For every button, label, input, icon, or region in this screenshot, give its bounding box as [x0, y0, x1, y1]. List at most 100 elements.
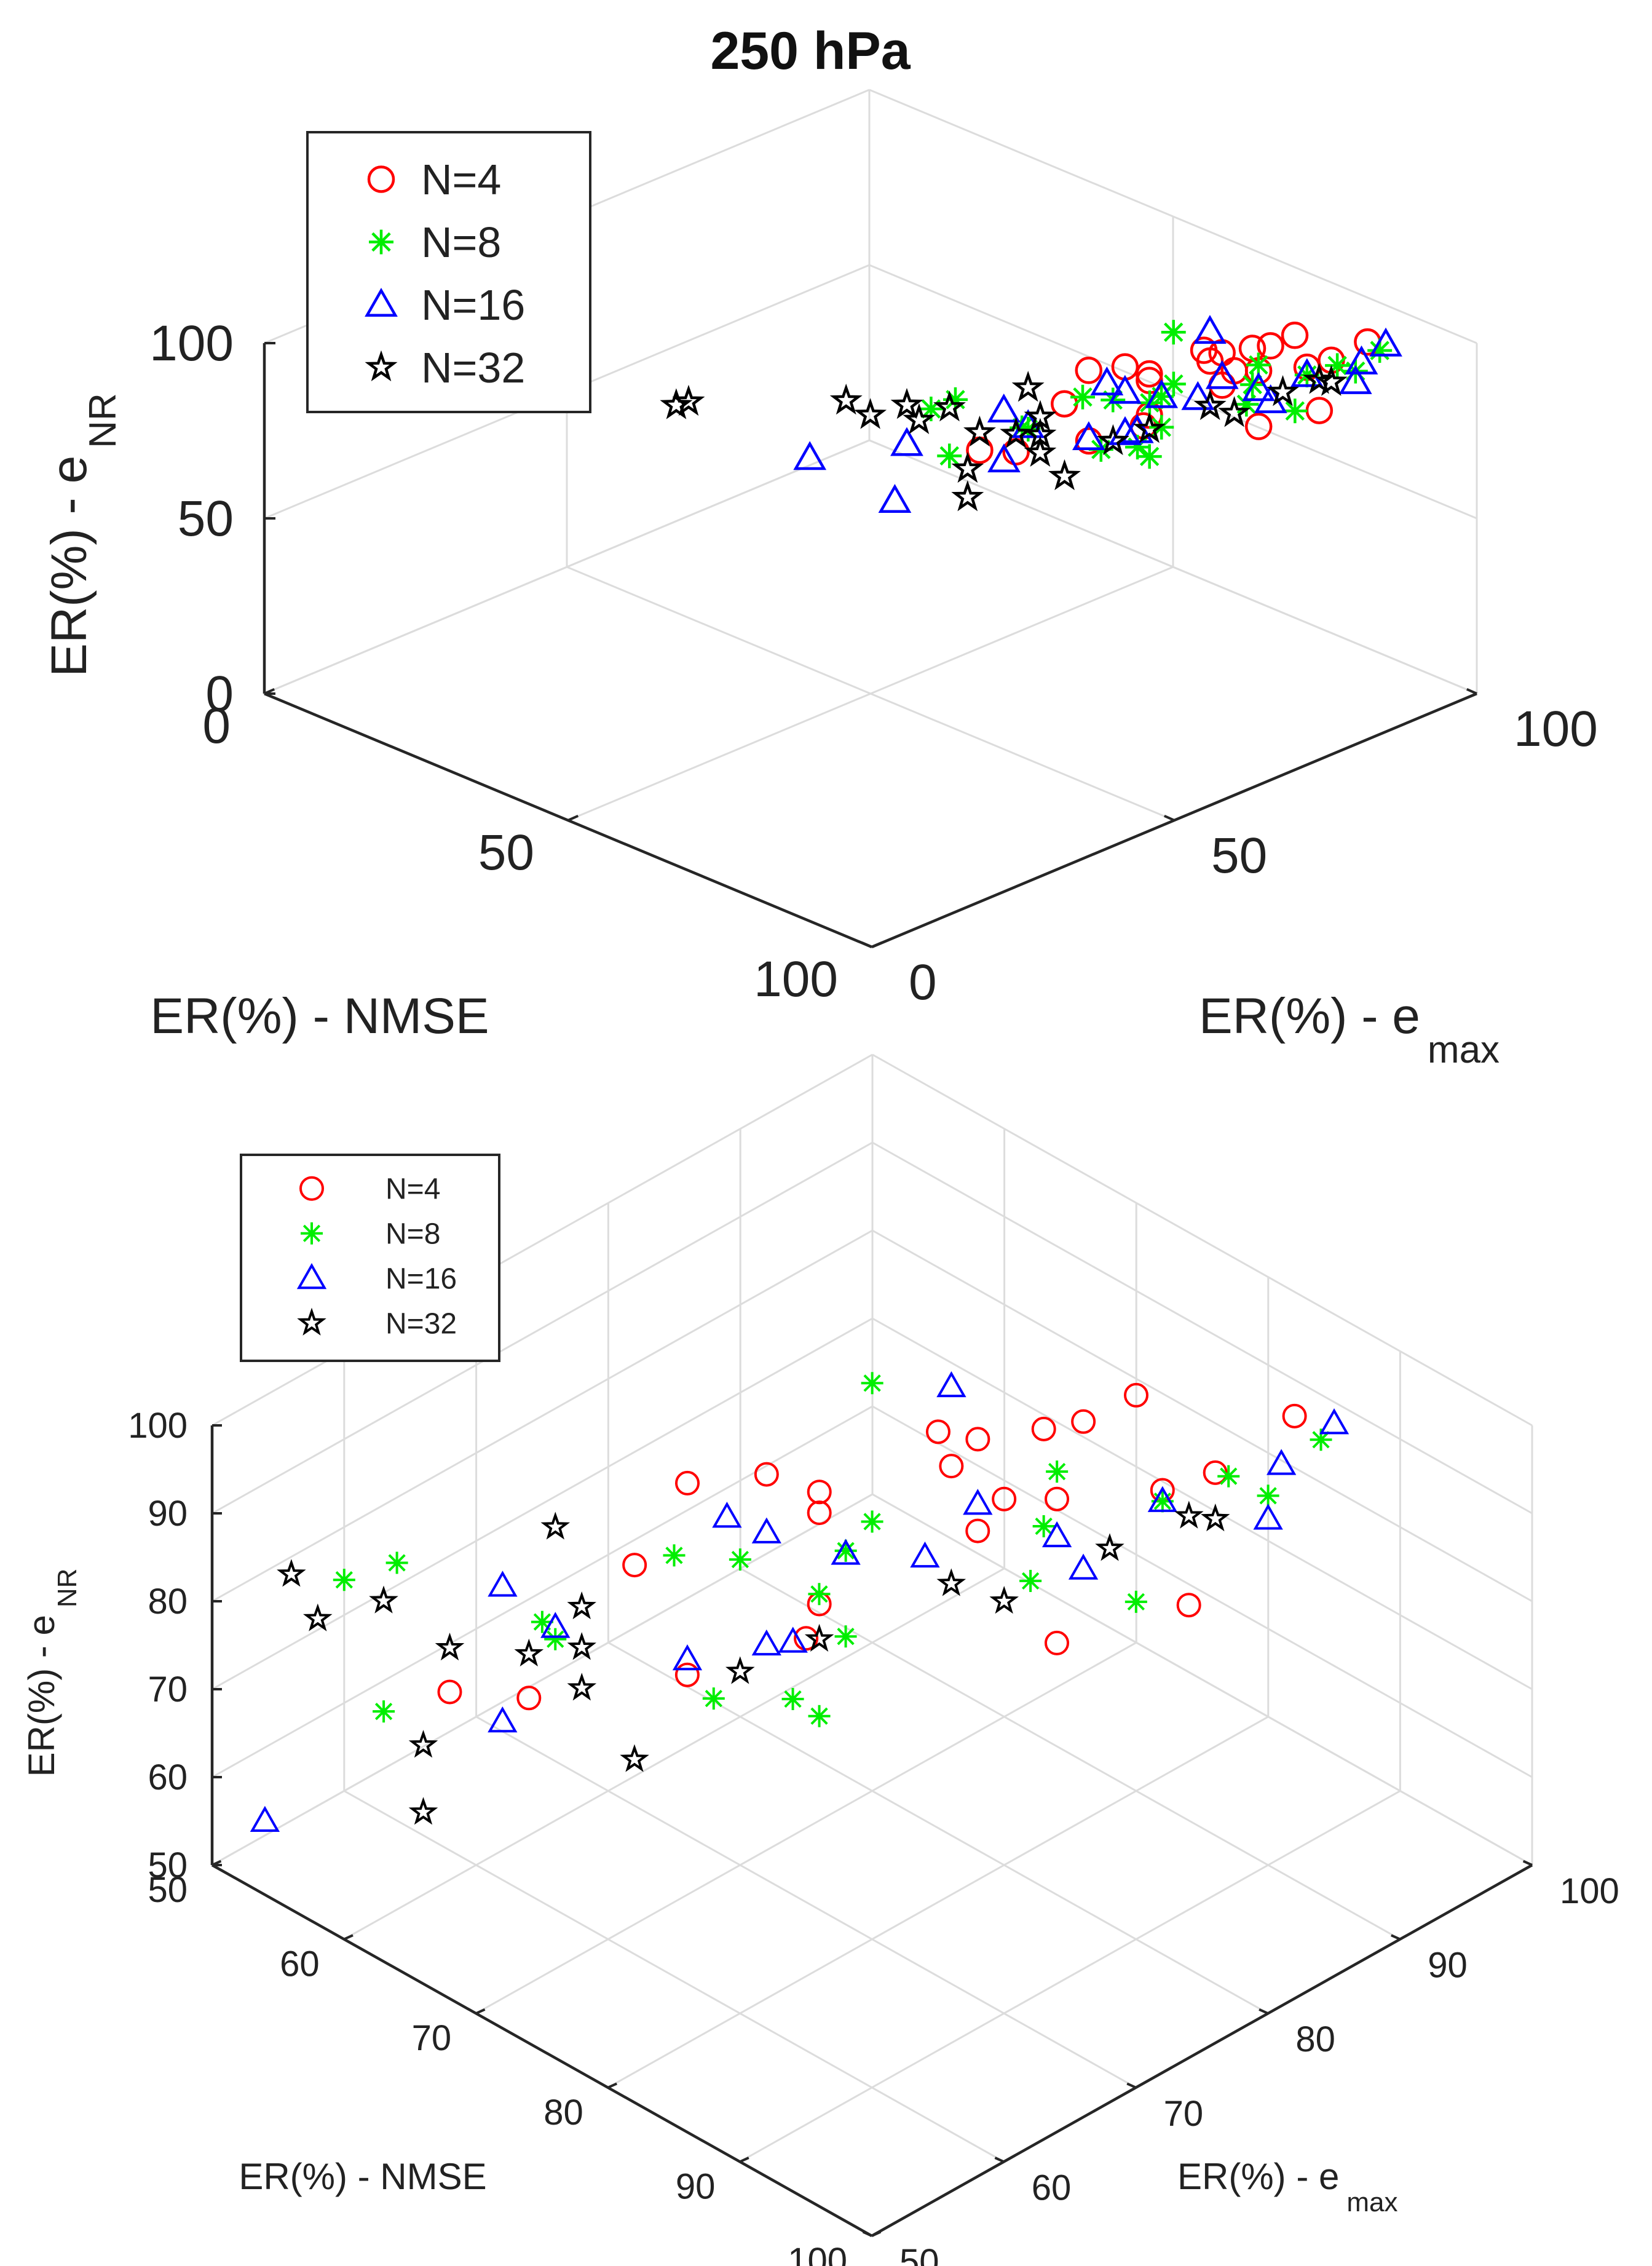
data-point-n-16	[963, 1489, 993, 1515]
grid-line	[872, 1141, 1533, 1515]
legend-marker-n-16	[296, 1263, 327, 1289]
legend-marker-n-4	[299, 1176, 324, 1201]
data-point-n-32	[1201, 1503, 1230, 1532]
data-point-n-16	[488, 1706, 518, 1733]
data-point-n-4	[965, 1518, 990, 1543]
tick-labels: 50 60 70 80 90 100 50 60 70 80 90 100 50 60 70 80 90 100	[128, 1406, 1619, 2266]
data-point-n-16	[936, 1371, 966, 1398]
data-point-n-8	[1019, 1569, 1042, 1592]
data-point-n-4	[1045, 1486, 1070, 1511]
y-tick-label: 50	[899, 2242, 939, 2266]
grid-line	[344, 1790, 1005, 2163]
data-point-n-32	[1218, 396, 1251, 427]
data-point-n-16	[712, 1502, 742, 1528]
z-tick-label: 70	[148, 1670, 188, 1709]
data-point-n-8	[834, 1539, 857, 1562]
data-point-n-32	[1024, 435, 1057, 467]
axes	[210, 1425, 1533, 2237]
legend-box	[240, 1154, 500, 1362]
data-point-n-8	[1161, 320, 1186, 345]
grid-line	[211, 1493, 873, 1866]
grid-line	[869, 89, 1477, 344]
data-point-n-8	[1149, 414, 1174, 440]
data-point-n-8	[861, 1510, 883, 1533]
data-point-n-16	[751, 1517, 782, 1543]
data-point-n-4	[1176, 1593, 1201, 1618]
grid-line	[739, 1790, 1401, 2163]
data-point-n-32	[369, 1585, 398, 1614]
y-tick-label: 80	[1295, 2019, 1335, 2059]
data-point-n-32	[435, 1633, 465, 1661]
legend-label: N=16	[421, 281, 525, 329]
data-point-n-4	[965, 1427, 990, 1452]
data-point-n-8	[1046, 1460, 1069, 1483]
data-point-n-4	[1045, 1630, 1069, 1655]
data-point-n-16	[1319, 1408, 1350, 1435]
legend-label: N=4	[385, 1173, 440, 1206]
grid-line	[872, 1317, 1533, 1690]
x-tick	[607, 2082, 618, 2089]
z-axis-label: ER(%) - e NR	[21, 1569, 82, 1777]
data-point-n-4	[992, 1486, 1017, 1511]
data-point-n-32	[1314, 365, 1348, 396]
data-point-n-8	[702, 1687, 725, 1710]
y-tick	[861, 941, 872, 948]
grid-line	[566, 566, 1175, 822]
legend-label: N=8	[421, 218, 501, 266]
legend-marker-n-32	[297, 1307, 326, 1336]
data-point-n-4	[966, 436, 994, 464]
y-tick-label: 100	[1560, 1871, 1619, 1911]
y-tick-label: 100	[1514, 701, 1598, 757]
x-tick	[343, 1934, 354, 1941]
data-point-n-16	[672, 1644, 703, 1671]
z-tick-label: 100	[128, 1406, 188, 1446]
data-point-n-4	[1281, 322, 1309, 349]
data-point-n-32	[804, 1623, 834, 1652]
data-point-n-32	[302, 1603, 333, 1631]
grid-line	[211, 1229, 873, 1602]
data-point-n-4	[1190, 336, 1218, 364]
data-point-n-4	[1071, 1409, 1096, 1434]
z-tick-label: 50	[148, 1845, 188, 1885]
data-point-n-32	[1266, 374, 1300, 406]
x-tick	[871, 941, 883, 948]
data-point-n-4	[1282, 1403, 1307, 1428]
data-point-n-8	[729, 1548, 751, 1571]
y-axis-line	[871, 1864, 1533, 2237]
data-point-n-16	[1181, 381, 1215, 410]
y-tick	[994, 2157, 1005, 2163]
data-point-n-32	[1048, 459, 1081, 491]
data-point-n-16	[987, 394, 1021, 423]
data-point-n-16	[1345, 345, 1378, 374]
z-axis-label-sub: NR	[52, 1569, 82, 1608]
data-point-n-16	[1267, 1449, 1297, 1475]
data-point-n-16	[1369, 327, 1402, 357]
data-point-n-16	[1242, 372, 1275, 402]
data-point-n-8	[861, 1372, 883, 1395]
legend-label: N=32	[385, 1308, 457, 1341]
data-point-n-16	[831, 1539, 861, 1565]
data-point-n-32	[540, 1511, 571, 1540]
z-tick-label: 80	[148, 1582, 188, 1622]
y-tick-label: 70	[1164, 2094, 1204, 2134]
data-point-n-16	[1072, 421, 1105, 451]
z-axis-label-main: ER(%) - e	[41, 456, 97, 677]
x-tick-label: 100	[754, 951, 838, 1007]
data-point-n-32	[725, 1656, 755, 1684]
data-point-n-32	[408, 1797, 438, 1825]
grid-line	[211, 1141, 873, 1515]
data-point-n-32	[1193, 389, 1227, 421]
data-point-n-4	[1051, 390, 1078, 418]
data-point-n-32	[567, 1632, 596, 1660]
data-point-n-4	[1244, 413, 1273, 440]
data-point-n-16	[250, 1805, 280, 1832]
data-point-n-16	[1205, 360, 1239, 389]
data-point-n-16	[751, 1629, 781, 1656]
grid-line	[343, 1567, 1005, 1940]
data-point-n-8	[1257, 1484, 1279, 1507]
data-point-n-16	[1147, 1486, 1178, 1512]
y-axis-label-main: ER(%) - e	[1177, 2156, 1339, 2197]
data-point-n-32	[514, 1638, 544, 1667]
legend-label: N=16	[385, 1263, 457, 1296]
